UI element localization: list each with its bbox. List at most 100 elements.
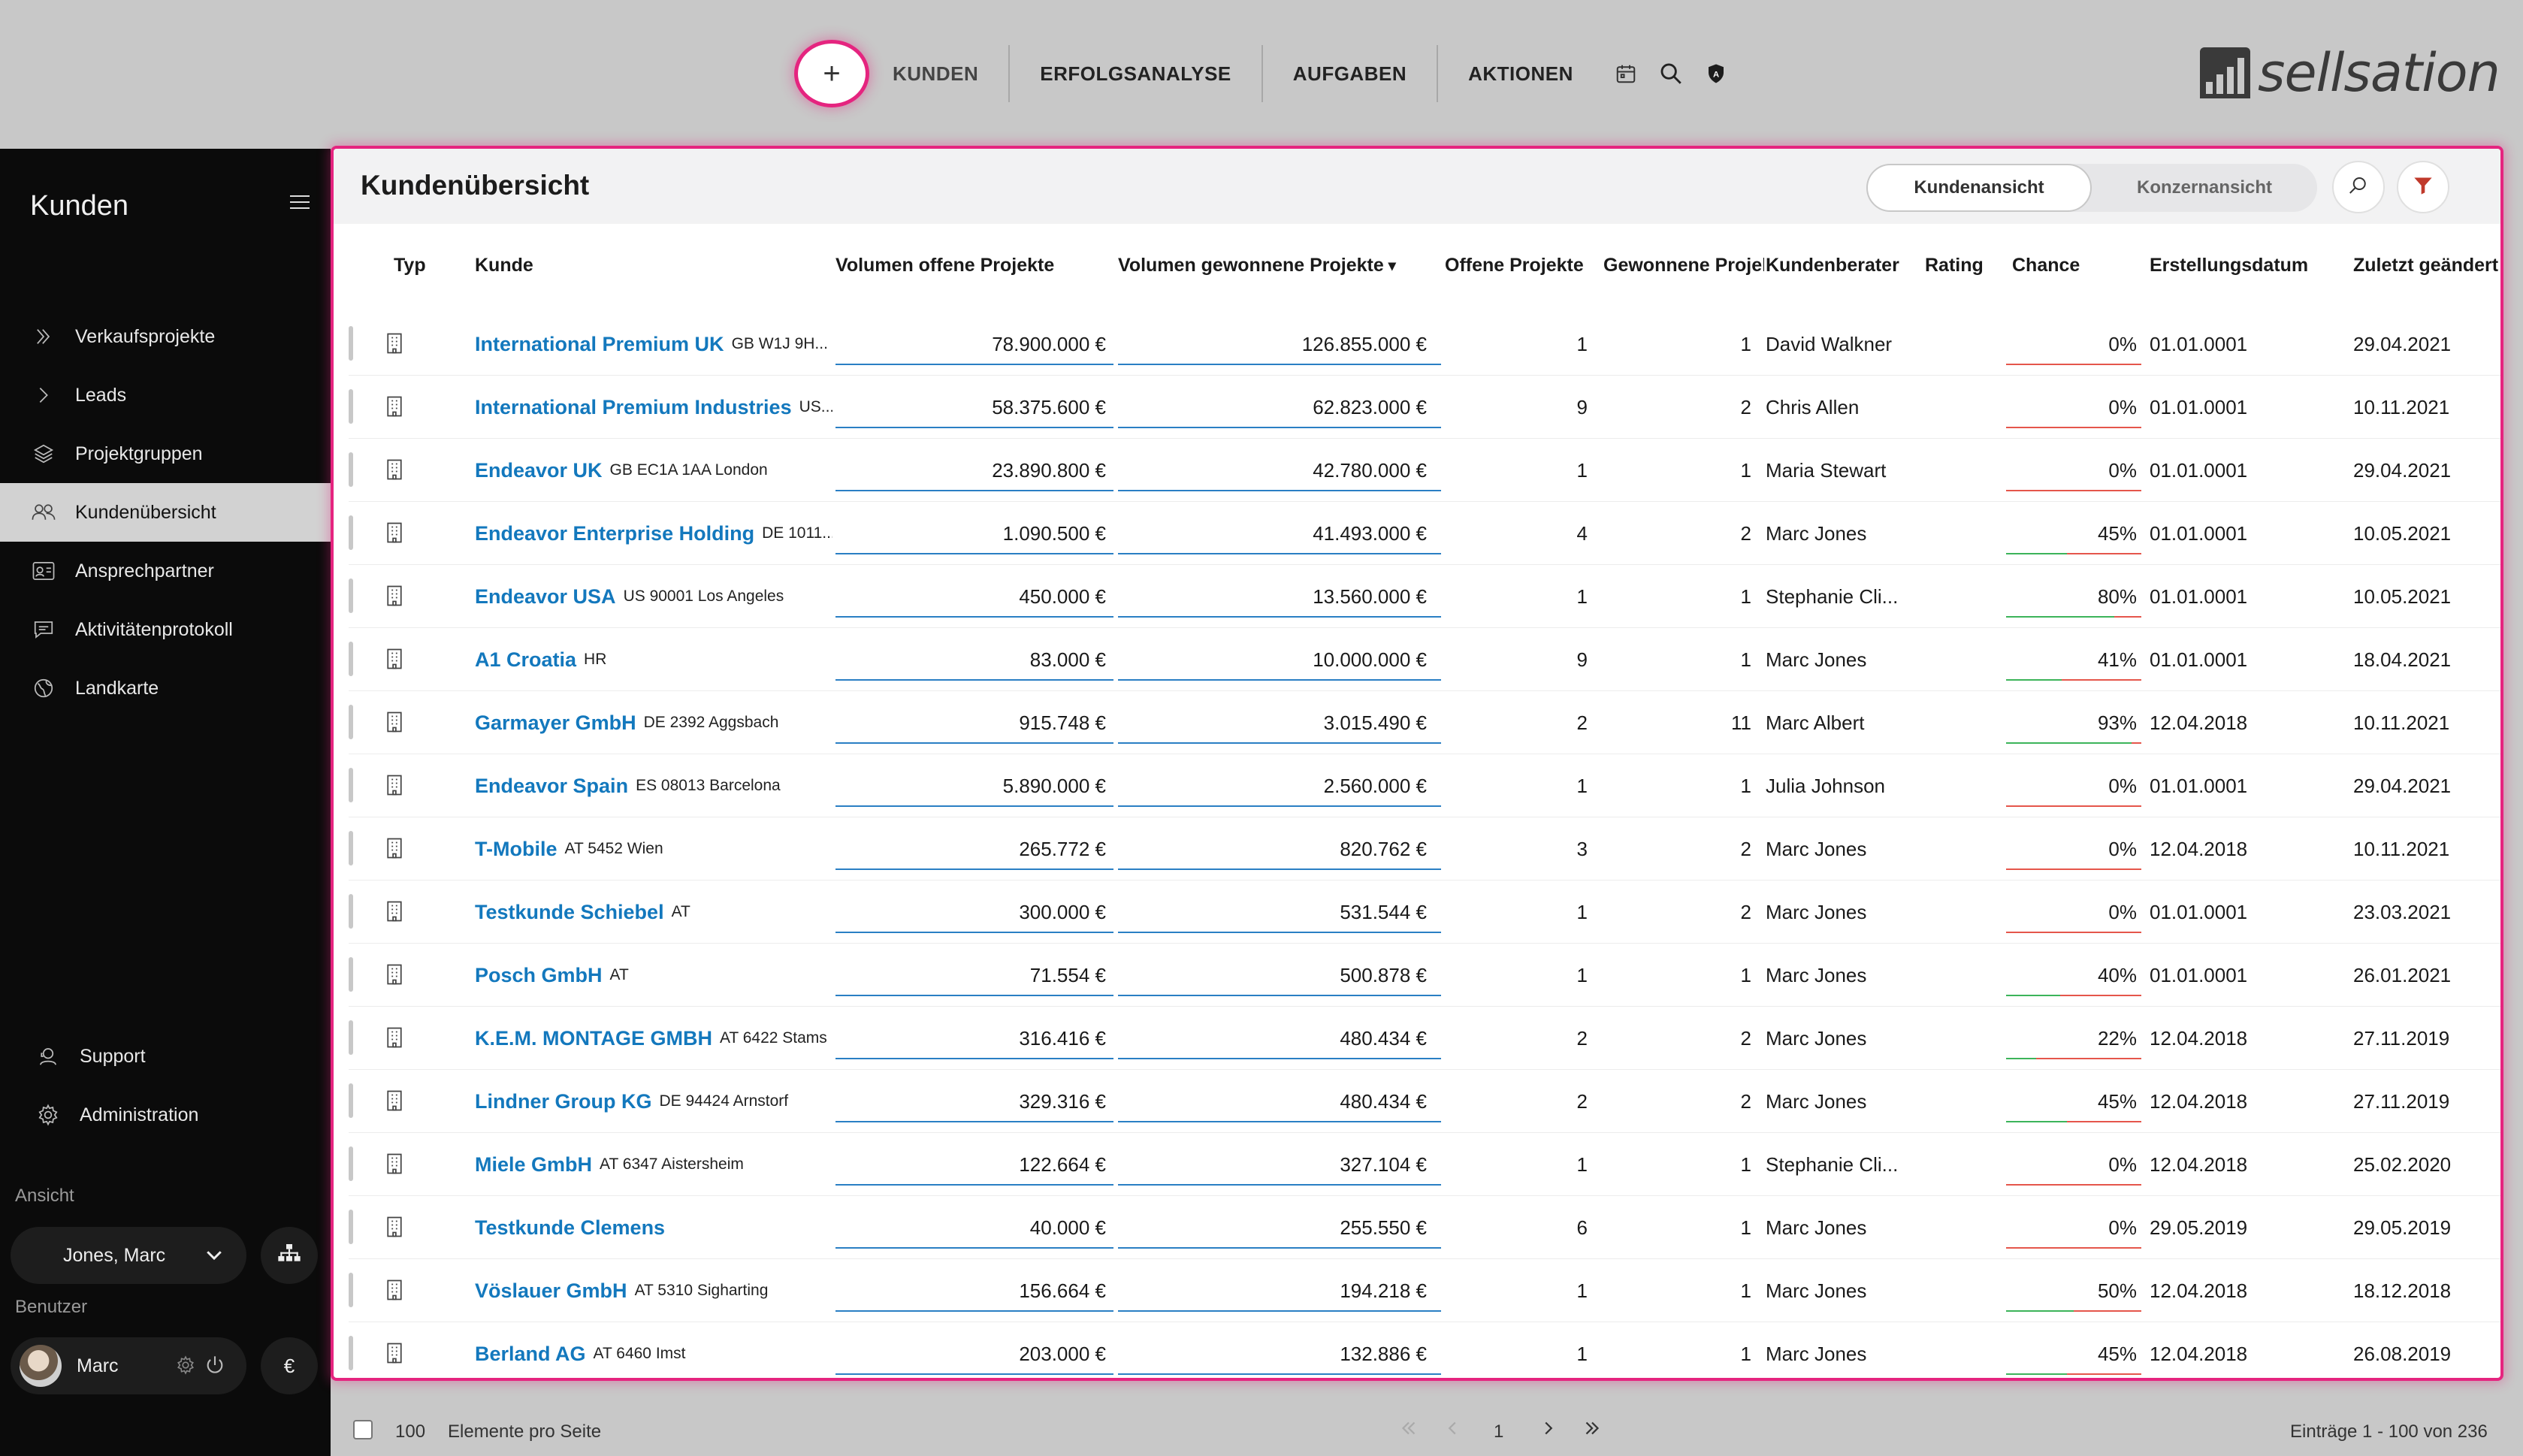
table-row[interactable]: International Premium UK GB W1J 9H... 78.9… (349, 313, 2500, 376)
table-row[interactable]: Endeavor Spain ES 08013 Barcelona 5.890.00… (349, 754, 2500, 817)
drag-handle[interactable] (349, 831, 353, 865)
table-row[interactable]: A1 Croatia HR 83.000 € 10.000.000 € 9 1 Marc J… (349, 628, 2500, 691)
customer-name-link[interactable]: Endeavor Spain (475, 774, 629, 797)
org-chart-button[interactable] (261, 1227, 318, 1284)
sidebar-item-aktivitaetenprotokoll[interactable]: Aktivitätenprotokoll (0, 600, 331, 659)
hamburger-menu-icon[interactable] (290, 195, 310, 212)
view-select[interactable]: Jones, Marc (11, 1227, 246, 1284)
col-kundenberater[interactable]: Kundenberater (1766, 254, 1899, 276)
table-row[interactable]: Testkunde Clemens 40.000 € 255.550 € 6 1 Marc… (349, 1196, 2500, 1259)
drag-handle[interactable] (349, 705, 353, 739)
drag-handle[interactable] (349, 578, 353, 613)
page-size-select[interactable]: 100 (395, 1421, 426, 1442)
col-zuletzt-geaendert[interactable]: Zuletzt geändert (2353, 254, 2499, 276)
sidebar-item-projektgruppen[interactable]: Projektgruppen (0, 424, 331, 483)
table-row[interactable]: K.E.M. MONTAGE GMBH AT 6422 Stams 316.416 … (349, 1007, 2500, 1070)
customer-name-link[interactable]: Posch GmbH (475, 963, 603, 986)
drag-handle[interactable] (349, 1210, 353, 1244)
cell-offene-projekte: 1 (1576, 458, 1588, 482)
sidebar-item-landkarte[interactable]: Landkarte (0, 659, 331, 717)
search-icon[interactable] (1648, 45, 1694, 102)
value-underline (835, 995, 1113, 996)
customer-name-link[interactable]: Vöslauer GmbH (475, 1279, 627, 1302)
drag-handle[interactable] (349, 452, 353, 487)
customer-name-link[interactable]: Testkunde Schiebel (475, 900, 664, 923)
table-row[interactable]: Endeavor UK GB EC1A 1AA London 23.890.800 … (349, 439, 2500, 502)
shield-icon[interactable]: A (1694, 45, 1739, 102)
drag-handle[interactable] (349, 768, 353, 802)
drag-handle[interactable] (349, 1336, 353, 1370)
toggle-kundenansicht[interactable]: Kundenansicht (1866, 164, 2092, 212)
table-search-button[interactable] (2332, 161, 2385, 213)
col-erstellungsdatum[interactable]: Erstellungsdatum (2150, 254, 2309, 276)
drag-handle[interactable] (349, 1146, 353, 1181)
next-page-icon[interactable] (1537, 1417, 1560, 1445)
drag-handle[interactable] (349, 1083, 353, 1118)
table-row[interactable]: Testkunde Schiebel AT 300.000 € 531.544 € 1 2… (349, 881, 2500, 944)
customer-name-link[interactable]: A1 Croatia (475, 648, 577, 671)
customer-name-link[interactable]: Berland AG (475, 1342, 586, 1365)
customer-name-link[interactable]: Garmayer GmbH (475, 711, 636, 734)
drag-handle[interactable] (349, 1020, 353, 1055)
customer-name-link[interactable]: Miele GmbH (475, 1152, 593, 1176)
drag-handle[interactable] (349, 515, 353, 550)
customer-name-link[interactable]: Testkunde Clemens (475, 1216, 666, 1239)
table-row[interactable]: Garmayer GmbH DE 2392 Aggsbach 915.748 € 3.… (349, 691, 2500, 754)
table-row[interactable]: International Premium Industries US... 58.… (349, 376, 2500, 439)
add-button[interactable]: + (798, 44, 866, 104)
customer-name-link[interactable]: International Premium UK (475, 332, 724, 355)
customer-name-link[interactable]: Lindner Group KG (475, 1089, 652, 1113)
col-offene-projekte[interactable]: Offene Projekte (1445, 254, 1584, 276)
first-page-icon[interactable] (1397, 1417, 1420, 1445)
customer-name-link[interactable]: Endeavor Enterprise Holding (475, 521, 755, 545)
col-rating[interactable]: Rating (1925, 254, 1984, 276)
drag-handle[interactable] (349, 1273, 353, 1307)
drag-handle[interactable] (349, 894, 353, 929)
customer-name-link[interactable]: International Premium Industries (475, 395, 792, 418)
table-row[interactable]: Lindner Group KG DE 94424 Arnstorf 329.316… (349, 1070, 2500, 1133)
drag-handle[interactable] (349, 326, 353, 361)
sidebar-item-ansprechpartner[interactable]: Ansprechpartner (0, 542, 331, 600)
sidebar-item-kundenuebersicht[interactable]: Kundenübersicht (0, 483, 331, 542)
col-typ[interactable]: Typ (394, 254, 426, 276)
value-underline (835, 1373, 1113, 1375)
drag-handle[interactable] (349, 642, 353, 676)
prev-page-icon[interactable] (1441, 1417, 1464, 1445)
col-gewonnene-projekte[interactable]: Gewonnene Projekte (1603, 254, 1764, 276)
customer-name-link[interactable]: Endeavor USA (475, 585, 616, 608)
currency-button[interactable]: € (261, 1337, 318, 1394)
col-chance[interactable]: Chance (2012, 254, 2080, 276)
filter-button[interactable] (2397, 161, 2449, 213)
user-box[interactable]: Marc (11, 1337, 246, 1394)
table-row[interactable]: Endeavor Enterprise Holding DE 1011... 1.0… (349, 502, 2500, 565)
col-volumen-gewonnen[interactable]: Volumen gewonnene Projekte ▾ (1118, 233, 1434, 298)
col-volumen-offen[interactable]: Volumen offene Projekte (835, 254, 1055, 276)
sidebar-item-leads[interactable]: Leads (0, 366, 331, 424)
col-kunde[interactable]: Kunde (475, 254, 533, 276)
table-row[interactable]: Endeavor USA US 90001 Los Angeles 450.000 … (349, 565, 2500, 628)
last-page-icon[interactable] (1581, 1417, 1603, 1445)
customer-name-link[interactable]: Endeavor UK (475, 458, 603, 482)
sidebar-item-administration[interactable]: Administration (0, 1086, 331, 1144)
nav-erfolgsanalyse[interactable]: ERFOLGSANALYSE (1010, 45, 1263, 102)
calendar-icon[interactable] (1603, 45, 1648, 102)
table-row[interactable]: Vöslauer GmbH AT 5310 Sigharting 156.664 €… (349, 1259, 2500, 1322)
nav-kunden[interactable]: KUNDEN (893, 45, 1011, 102)
customer-name-link[interactable]: K.E.M. MONTAGE GMBH (475, 1026, 712, 1050)
select-all-checkbox[interactable] (353, 1420, 373, 1439)
power-icon[interactable] (204, 1355, 225, 1381)
table-row[interactable]: Posch GmbH AT 71.554 € 500.878 € 1 1 Marc Jone… (349, 944, 2500, 1007)
settings-gear-icon[interactable] (176, 1355, 195, 1380)
sidebar-item-support[interactable]: Support (0, 1027, 331, 1086)
table-row[interactable]: T-Mobile AT 5452 Wien 265.772 € 820.762 € 3 2… (349, 817, 2500, 881)
current-page[interactable]: 1 (1494, 1421, 1504, 1442)
toggle-konzernansicht[interactable]: Konzernansicht (2136, 177, 2273, 198)
table-row[interactable]: Berland AG AT 6460 Imst 203.000 € 132.886 €… (349, 1322, 2500, 1378)
customer-name-link[interactable]: T-Mobile (475, 837, 557, 860)
nav-aufgaben[interactable]: AUFGABEN (1263, 45, 1439, 102)
nav-aktionen[interactable]: AKTIONEN (1468, 62, 1573, 85)
drag-handle[interactable] (349, 389, 353, 424)
drag-handle[interactable] (349, 957, 353, 992)
sidebar-item-verkaufsprojekte[interactable]: Verkaufsprojekte (0, 307, 331, 366)
table-row[interactable]: Miele GmbH AT 6347 Aistersheim 122.664 € 32… (349, 1133, 2500, 1196)
